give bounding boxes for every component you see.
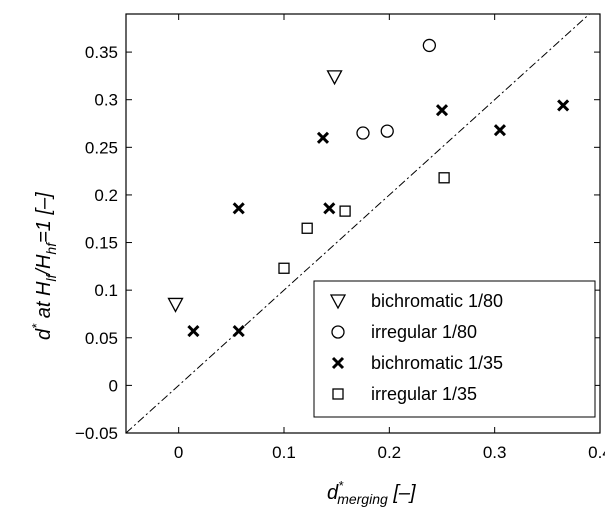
- data-point: [232, 325, 245, 338]
- data-point: [557, 99, 570, 112]
- y-tick-label: 0: [109, 376, 118, 395]
- legend-marker: [332, 388, 344, 400]
- y-axis-label-part: *: [29, 323, 44, 329]
- legend-entry: irregular 1/35: [371, 384, 477, 404]
- legend-entry: bichromatic 1/35: [371, 353, 503, 373]
- x-tick-label: 0: [174, 443, 183, 462]
- data-point: [326, 70, 343, 86]
- legend: bichromatic 1/80 irregular 1/80 bichromati…: [313, 280, 596, 418]
- y-axis-label-part: =1 [–]: [33, 192, 55, 243]
- y-axis-label-part: hf: [43, 241, 59, 255]
- data-points: [167, 38, 570, 338]
- x-axis-label-part: merging: [337, 491, 388, 507]
- legend-marker: [331, 356, 345, 370]
- data-point: [232, 202, 245, 215]
- data-point: [187, 325, 200, 338]
- data-point: [278, 262, 290, 274]
- data-point: [438, 172, 450, 184]
- y-tick-label: 0.15: [85, 234, 118, 253]
- y-axis-label-part: lf: [43, 272, 59, 281]
- x-axis-label-part: *: [338, 478, 344, 493]
- data-point: [316, 131, 330, 144]
- y-axis-label-part: /H: [33, 254, 55, 277]
- y-axis-label: d* at Hlf/Hhf=1 [–]: [29, 192, 59, 340]
- plot-frame: [125, 13, 601, 434]
- data-point: [323, 202, 336, 215]
- axes: 0 0.1 0.2 0.3 0.4 −0.05 0 0.05 0.1 0.15 0.2 0.25 0.3…: [75, 13, 605, 462]
- legend-box: [313, 280, 596, 418]
- x-axis-label-part: d: [327, 482, 339, 504]
- data-point: [356, 126, 370, 140]
- data-point: [301, 222, 313, 234]
- legend-marker: [331, 325, 345, 339]
- data-point: [422, 38, 437, 53]
- y-tick-label: 0.2: [94, 186, 118, 205]
- y-tick-label: 0.3: [94, 91, 118, 110]
- y-tick-label: 0.25: [85, 138, 118, 157]
- data-point: [339, 205, 351, 217]
- legend-entry: bichromatic 1/80: [371, 291, 503, 311]
- y-tick-label: 0.05: [85, 329, 118, 348]
- x-tick-label: 0.3: [483, 443, 507, 462]
- data-point: [167, 297, 184, 313]
- y-tick-label: −0.05: [75, 424, 118, 443]
- data-point: [493, 124, 506, 137]
- x-tick-label: 0.4: [588, 443, 605, 462]
- x-tick-label: 0.2: [378, 443, 402, 462]
- legend-marker: [329, 294, 347, 310]
- x-axis-label-part: [–]: [388, 482, 416, 504]
- y-axis-label-part: at H: [33, 281, 55, 324]
- data-point: [380, 124, 394, 138]
- y-tick-label: 0.35: [85, 43, 118, 62]
- x-axis-label: d* merging [–]: [327, 478, 416, 507]
- data-point: [435, 104, 449, 117]
- x-tick-label: 0.1: [272, 443, 296, 462]
- y-tick-label: 0.1: [94, 281, 118, 300]
- legend-entry: irregular 1/80: [371, 322, 477, 342]
- y-axis-label-part: d: [33, 328, 55, 340]
